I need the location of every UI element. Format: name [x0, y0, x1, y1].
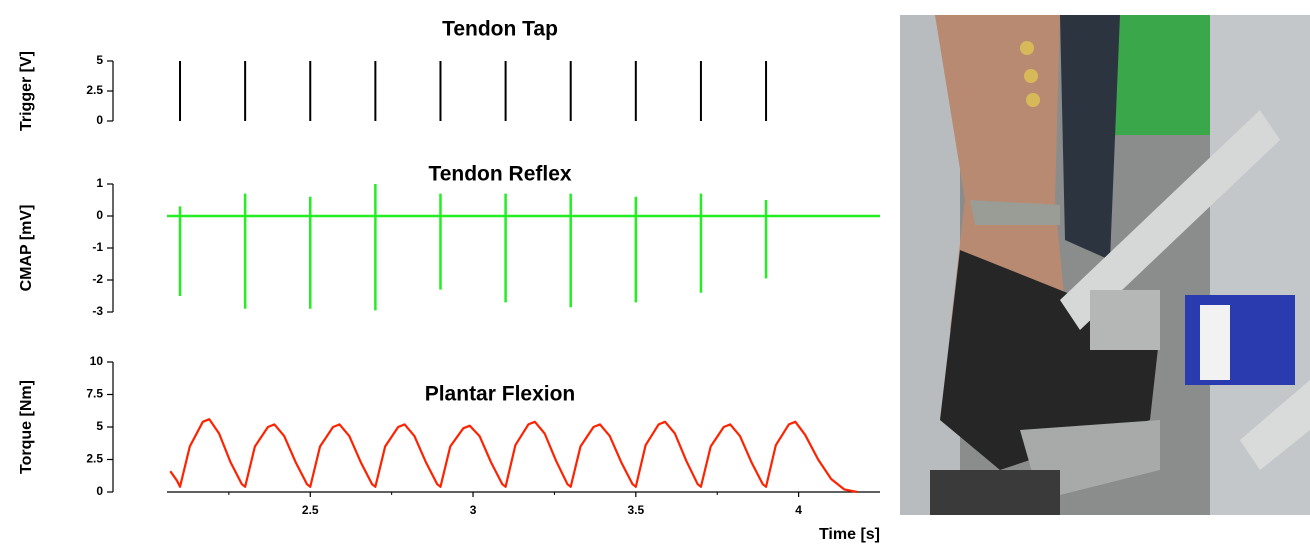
- y-tick-label: 5: [96, 53, 103, 67]
- chart-title: Tendon Reflex: [428, 163, 571, 186]
- torque-line: [169, 418, 858, 494]
- photo: [900, 15, 1310, 515]
- chart-title: Plantar Flexion: [425, 383, 576, 406]
- y-tick-label: 0: [96, 484, 103, 498]
- y-tick-label: -1: [92, 240, 103, 254]
- y-axis-label: Trigger [V]: [18, 51, 35, 131]
- y-tick-label: 7.5: [86, 387, 103, 401]
- y-axis-label: CMAP [mV]: [18, 205, 35, 292]
- y-axis-label: Torque [Nm]: [18, 380, 35, 474]
- y-tick-label: 10: [90, 354, 104, 368]
- x-axis-label: Time [s]: [819, 526, 880, 543]
- y-tick-label: 0: [96, 208, 103, 222]
- x-tick-label: 3.5: [627, 503, 644, 517]
- x-tick-label: 4: [795, 503, 802, 517]
- y-tick-label: 5: [96, 419, 103, 433]
- x-tick-label: 2.5: [302, 503, 319, 517]
- y-tick-label: 0: [96, 113, 103, 127]
- y-tick-label: -2: [92, 272, 103, 286]
- y-tick-label: 2.5: [86, 452, 103, 466]
- x-tick-label: 3: [470, 503, 477, 517]
- chart-title: Tendon Tap: [442, 18, 558, 41]
- y-tick-label: 1: [96, 176, 103, 190]
- y-tick-label: 2.5: [86, 83, 103, 97]
- y-tick-label: -3: [92, 304, 103, 318]
